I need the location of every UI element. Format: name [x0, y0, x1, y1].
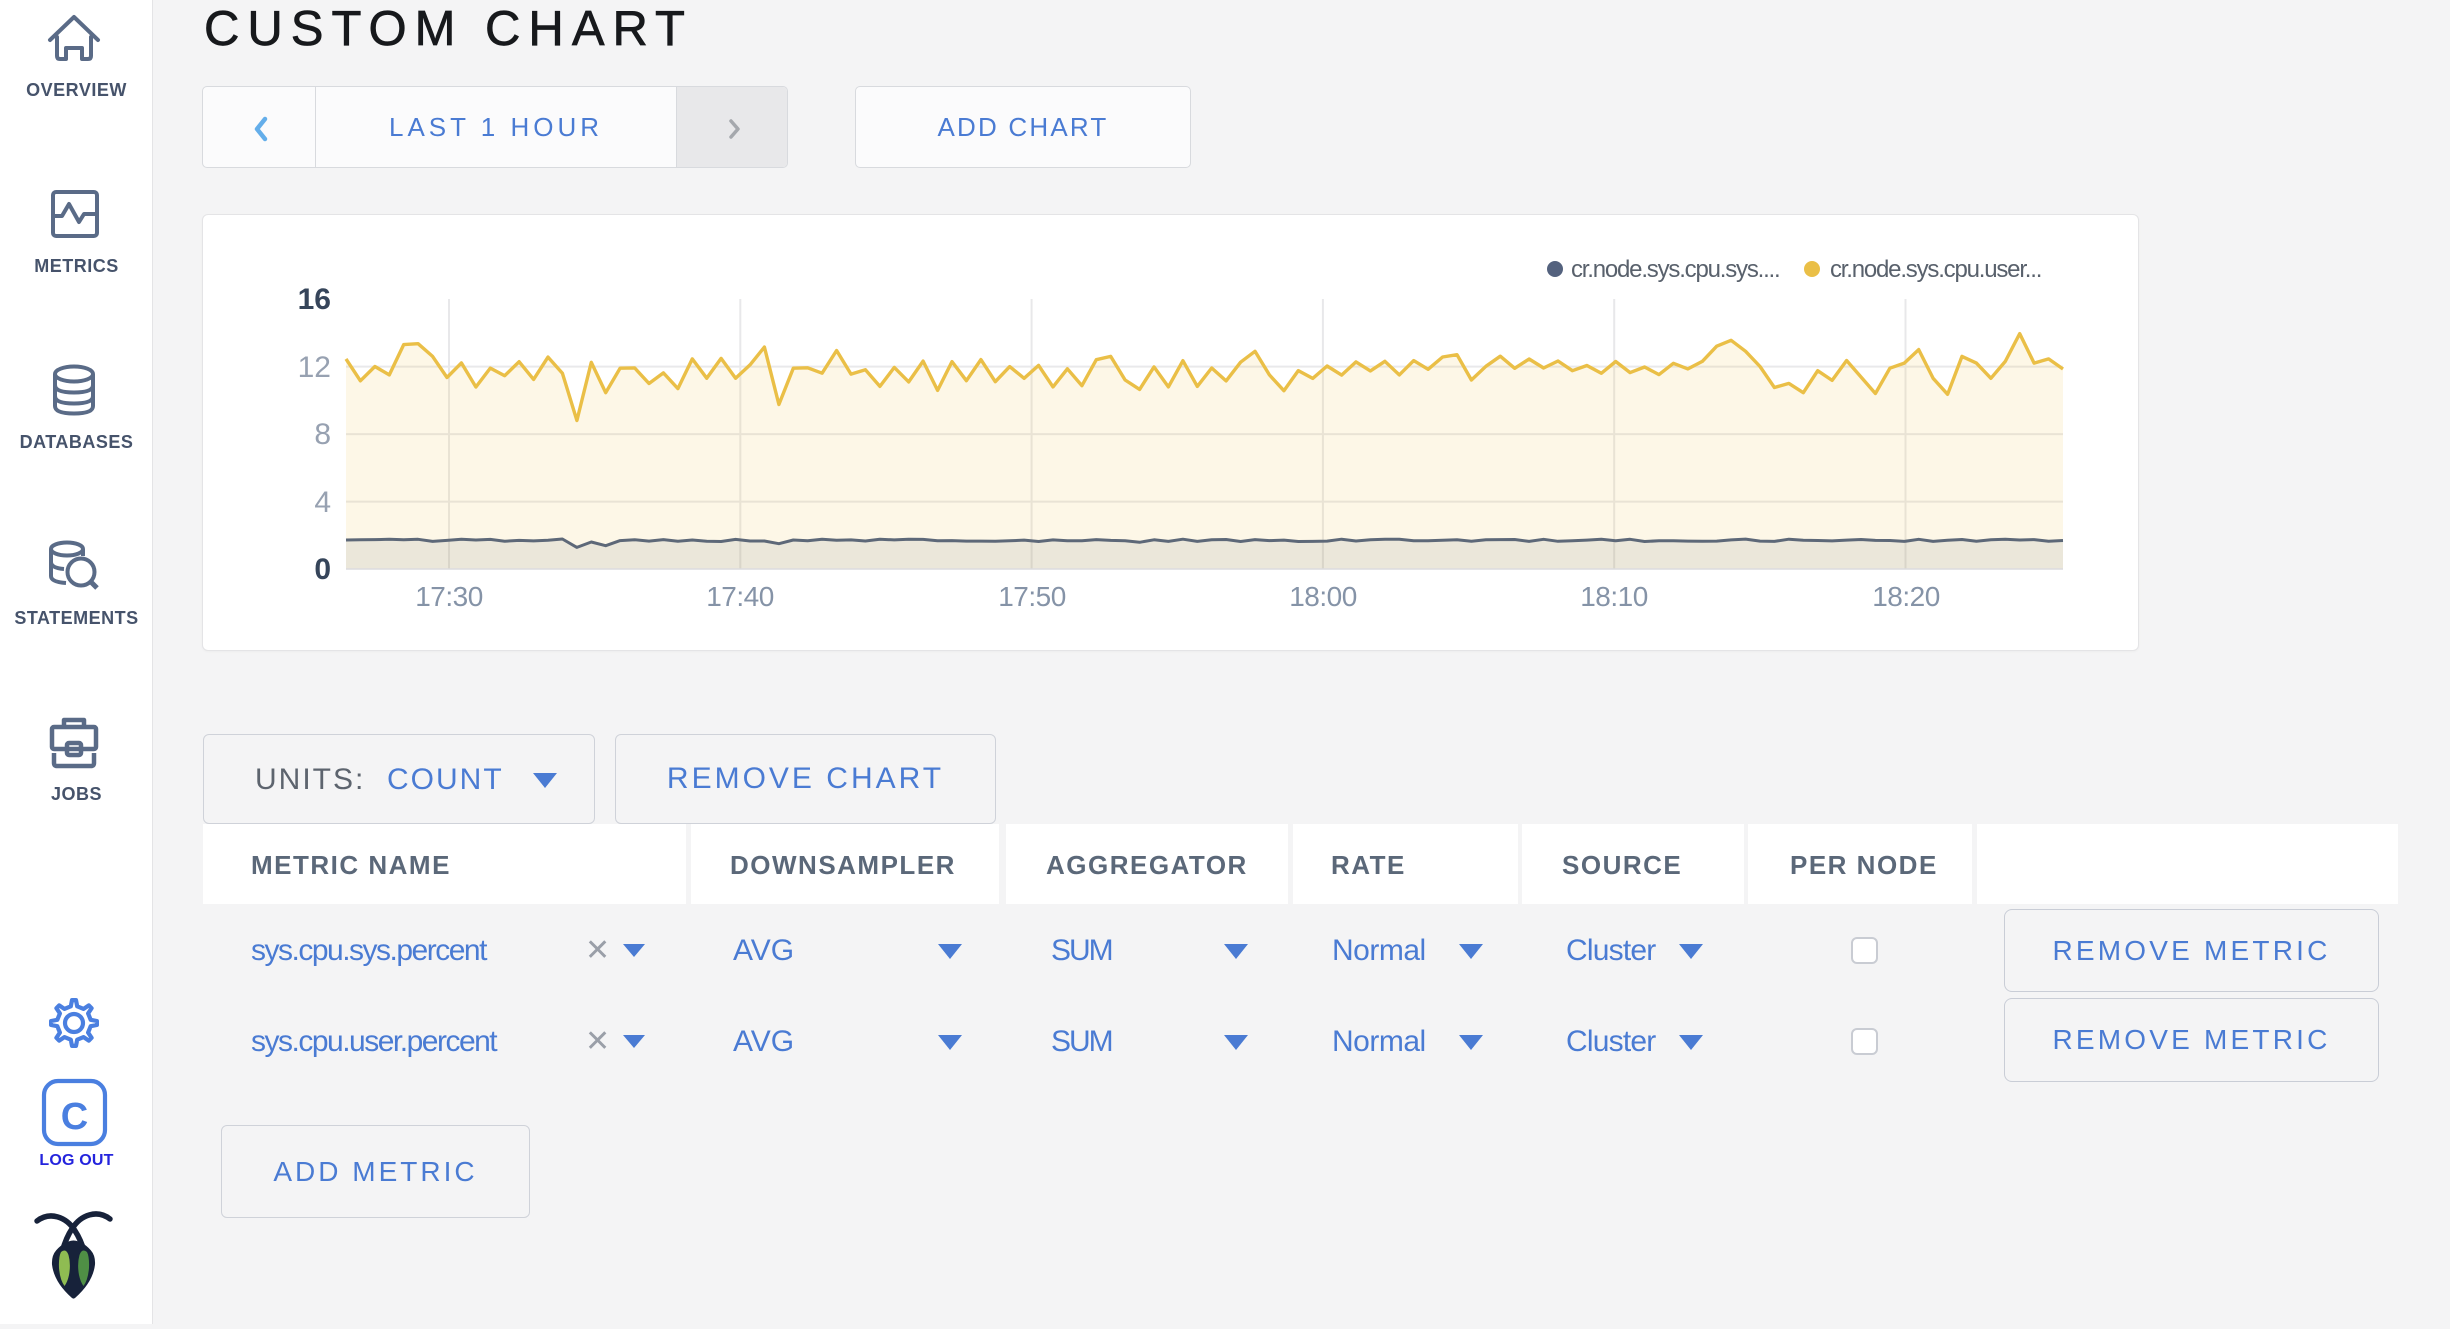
svg-text:16: 16	[298, 283, 331, 316]
svg-text:12: 12	[298, 351, 331, 384]
svg-text:cr.node.sys.cpu.user...: cr.node.sys.cpu.user...	[1830, 256, 2041, 283]
svg-text:4: 4	[314, 486, 331, 519]
svg-text:18:00: 18:00	[1289, 581, 1357, 612]
svg-text:C: C	[61, 1096, 88, 1138]
svg-text:17:30: 17:30	[415, 581, 483, 612]
svg-text:17:50: 17:50	[998, 581, 1066, 612]
svg-text:18:20: 18:20	[1872, 581, 1940, 612]
svg-text:8: 8	[314, 418, 331, 451]
svg-text:0: 0	[314, 553, 331, 586]
svg-text:cr.node.sys.cpu.sys....: cr.node.sys.cpu.sys....	[1571, 256, 1780, 283]
svg-text:17:40: 17:40	[706, 581, 774, 612]
svg-text:18:10: 18:10	[1580, 581, 1648, 612]
